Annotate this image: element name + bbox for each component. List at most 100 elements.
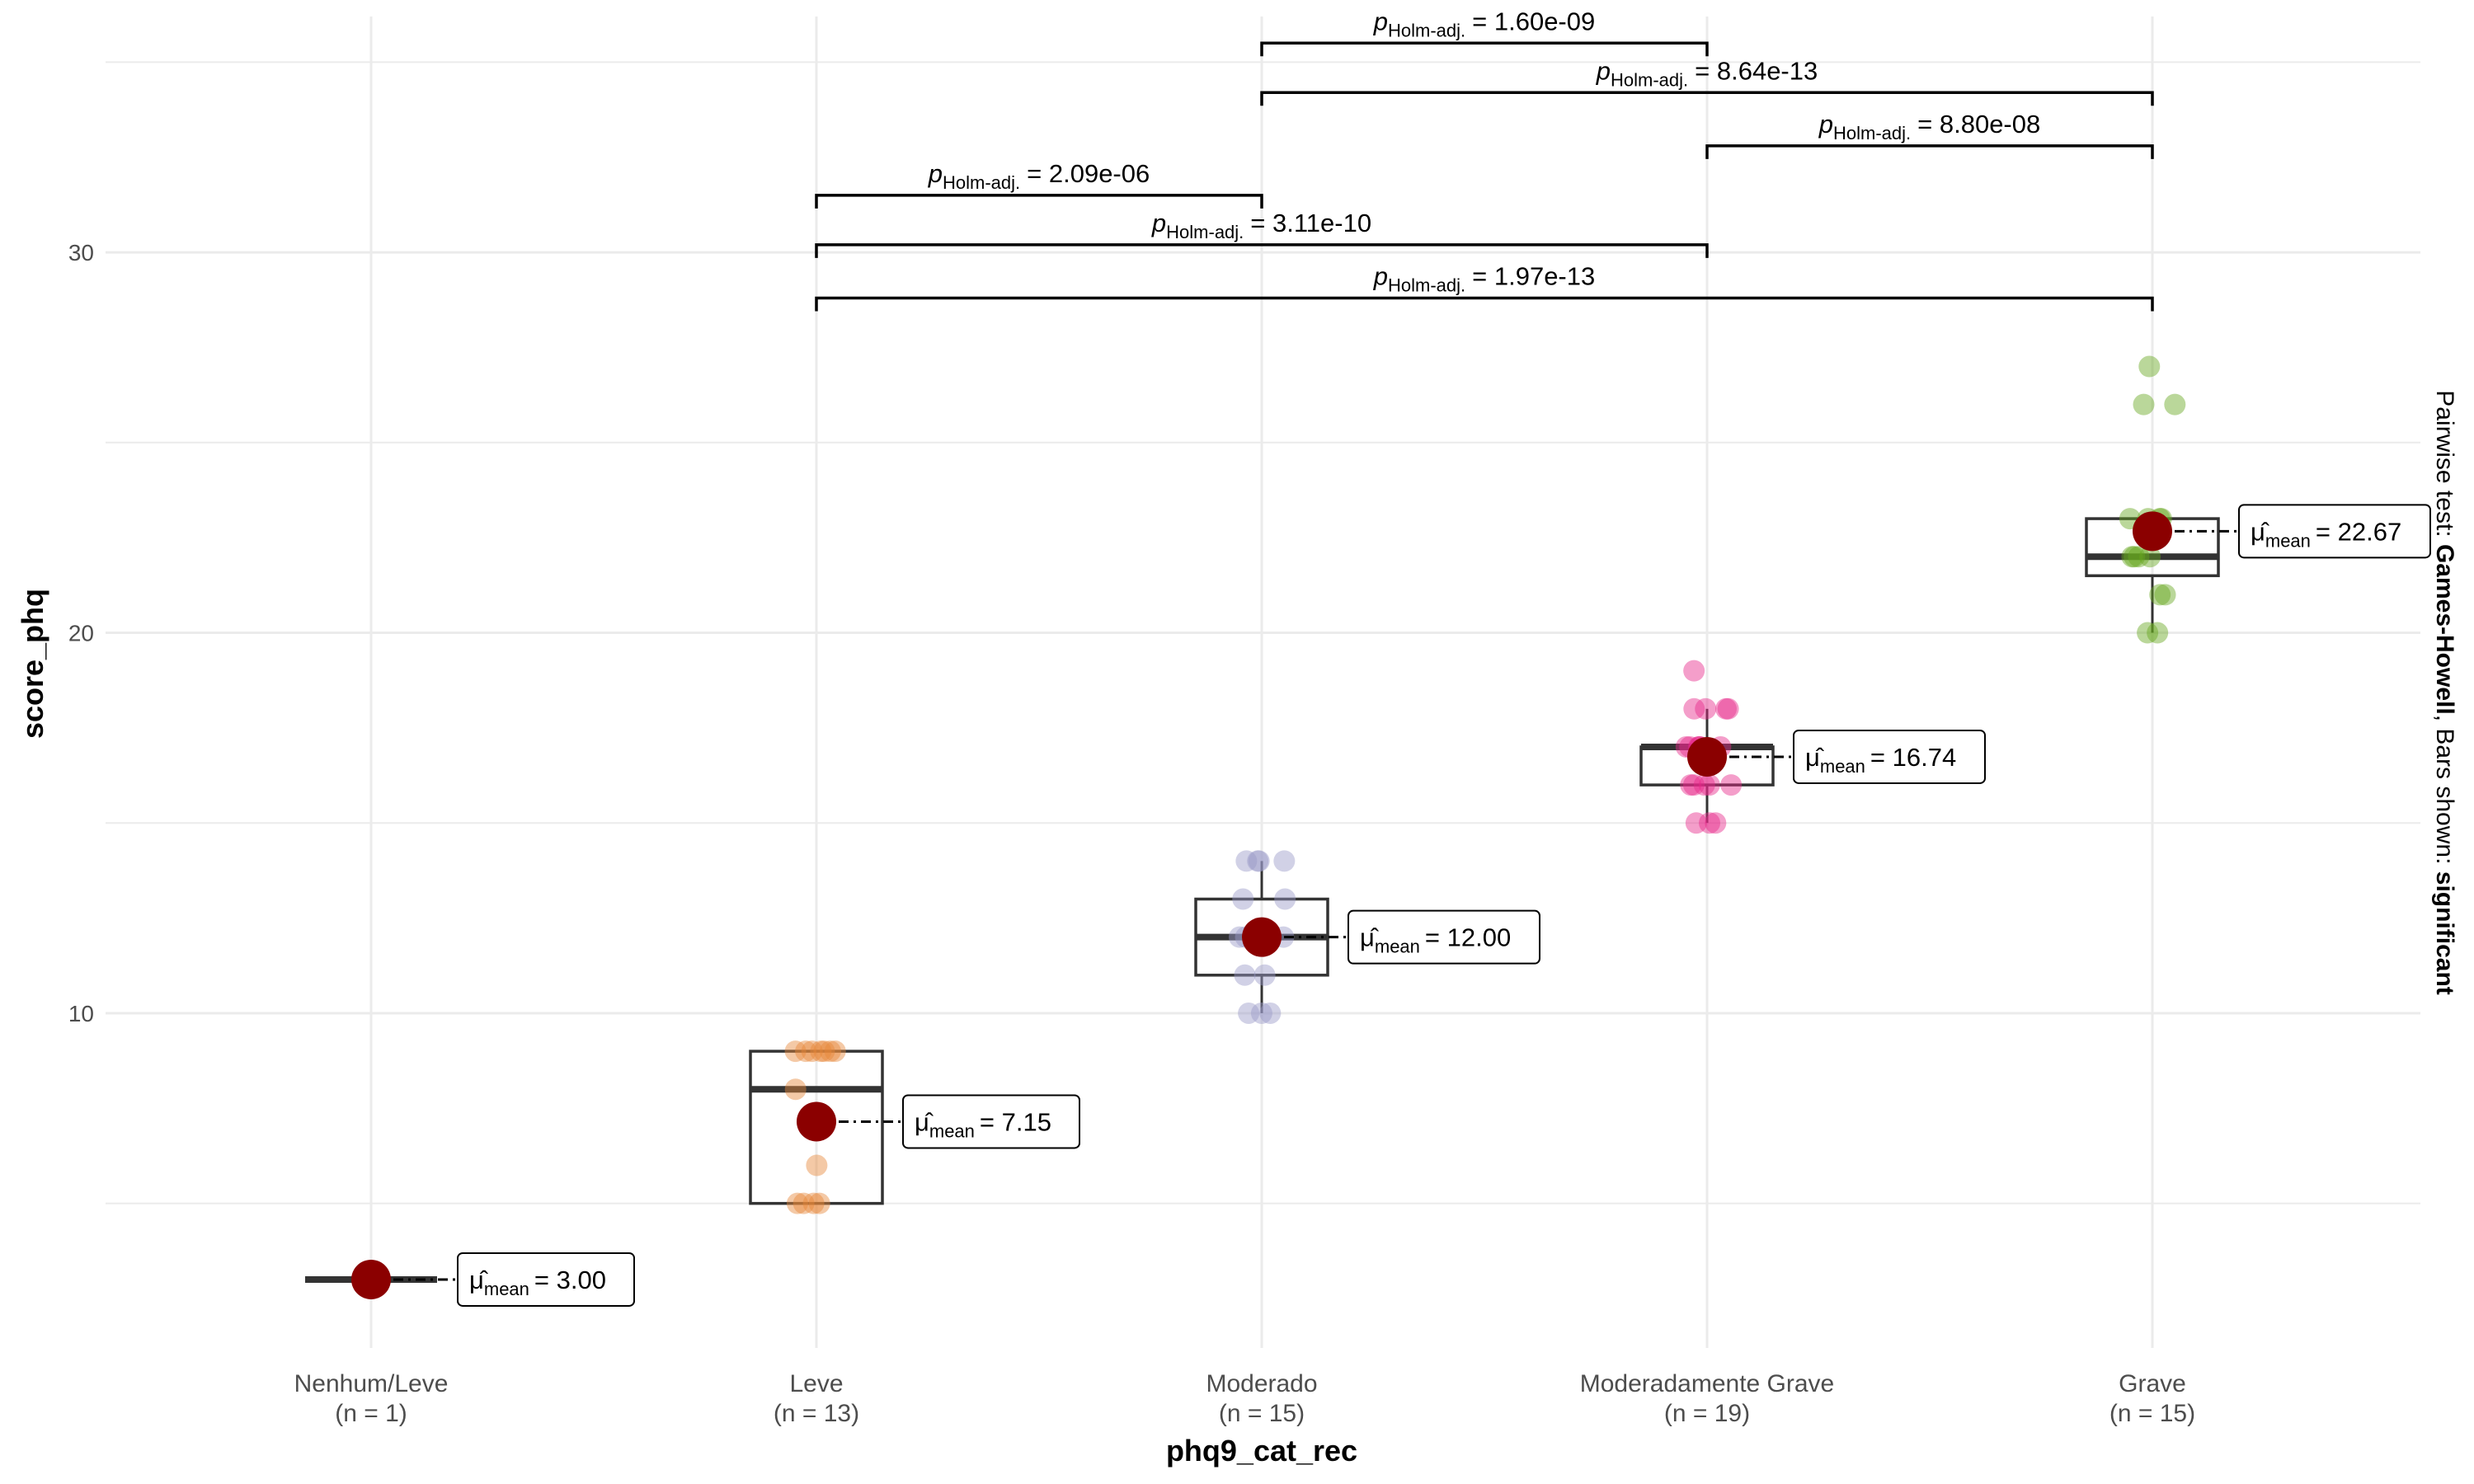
bracket-line <box>1260 91 2154 106</box>
mean-label-box <box>2238 504 2431 559</box>
mean-4: μ̂mean = 22.67 <box>2133 504 2431 559</box>
mean-label-box <box>902 1094 1080 1149</box>
data-point <box>1248 850 1270 872</box>
data-point <box>2137 622 2159 644</box>
data-point <box>1232 888 1254 910</box>
mean-value: = 7.15 <box>980 1107 1051 1136</box>
caption-middle: , Bars shown: <box>2431 715 2458 871</box>
p-value: = 8.64e-13 <box>1695 56 1818 85</box>
mean-value: = 16.74 <box>1870 743 1956 772</box>
caption: Pairwise test: Games-Howell, Bars shown:… <box>2431 390 2458 995</box>
data-point <box>2139 546 2161 568</box>
mean-markers: μ̂mean = 3.00 μ̂mean = 7.15 μ̂mean = 12.00 μ̂m… <box>351 504 2431 1307</box>
mean-label-box <box>457 1252 635 1307</box>
data-point <box>1259 1002 1282 1024</box>
x-tick-count: (n = 15) <box>1219 1400 1305 1427</box>
data-point <box>2124 546 2146 568</box>
y-tick-label: 30 <box>68 240 94 265</box>
mean-1: μ̂mean = 7.15 <box>797 1094 1080 1149</box>
comparison-bracket: pHolm-adj. = 8.64e-13 <box>1260 56 2154 106</box>
p-subscript: Holm-adj. <box>1833 123 1911 143</box>
mean-label-box <box>1348 909 1540 965</box>
data-point <box>1683 660 1705 682</box>
mean-label: μ̂mean = 7.15 <box>915 1107 1051 1141</box>
mean-subscript: mean <box>2265 530 2311 551</box>
mean-2: μ̂mean = 12.00 <box>1242 909 1540 965</box>
data-point <box>1695 697 1717 720</box>
y-tick-label: 10 <box>68 1001 94 1026</box>
data-point <box>824 1040 846 1063</box>
comparison-bracket: pHolm-adj. = 2.09e-06 <box>815 159 1263 209</box>
data-point <box>1698 774 1720 796</box>
data-point <box>1238 1002 1260 1024</box>
data-point <box>1683 697 1705 720</box>
mean-subscript: mean <box>929 1120 975 1141</box>
data-point <box>1717 697 1739 720</box>
data-point <box>1235 850 1258 872</box>
p-value-label: pHolm-adj. = 3.11e-10 <box>1151 209 1371 242</box>
p-subscript: Holm-adj. <box>1166 222 1244 242</box>
p-subscript: Holm-adj. <box>1388 20 1465 40</box>
x-tick-label: Leve <box>789 1370 843 1397</box>
caption-test: Games-Howell <box>2431 544 2458 715</box>
data-point <box>1253 964 1276 986</box>
comparison-bracket: pHolm-adj. = 3.11e-10 <box>815 209 1709 258</box>
data-point <box>819 1040 841 1063</box>
data-point <box>1247 850 1269 872</box>
y-tick-label: 20 <box>68 621 94 646</box>
data-point <box>2147 622 2169 644</box>
data-point <box>2164 393 2186 416</box>
p-symbol: p <box>1818 110 1833 139</box>
data-point <box>2138 355 2161 378</box>
data-point <box>802 1192 825 1214</box>
caption-prefix: Pairwise test: <box>2431 390 2458 544</box>
data-point <box>1273 850 1296 872</box>
comparison-bracket: pHolm-adj. = 1.97e-13 <box>815 261 2154 312</box>
mean-value: = 3.00 <box>534 1266 606 1294</box>
p-value-label: pHolm-adj. = 8.80e-08 <box>1818 110 2041 143</box>
data-point <box>786 1192 808 1214</box>
data-point <box>793 1192 815 1214</box>
p-value-label: pHolm-adj. = 1.60e-09 <box>1373 7 1596 40</box>
data-point <box>1682 774 1705 796</box>
p-symbol: p <box>928 159 943 188</box>
data-point <box>808 1192 830 1214</box>
x-tick-count: (n = 1) <box>335 1400 407 1427</box>
p-subscript: Holm-adj. <box>1611 69 1688 90</box>
data-point <box>1274 888 1296 910</box>
data-point <box>1685 812 1707 834</box>
box <box>749 1050 884 1205</box>
mean-marker <box>2133 511 2172 552</box>
p-value-label: pHolm-adj. = 2.09e-06 <box>928 159 1150 193</box>
data-point <box>1234 964 1256 986</box>
mean-value: = 12.00 <box>1425 923 1511 952</box>
caption-shown: significant <box>2431 871 2458 995</box>
mean-label: μ̂mean = 16.74 <box>1805 743 1956 777</box>
data-point <box>1705 812 1727 834</box>
data-point <box>2154 584 2176 606</box>
mean-value: = 22.67 <box>2316 517 2401 546</box>
data-point <box>1250 1002 1272 1024</box>
p-value: = 8.80e-08 <box>1917 110 2040 139</box>
data-point <box>2121 546 2143 568</box>
mean-label-box <box>1793 729 1986 784</box>
data-point <box>1699 812 1721 834</box>
p-symbol: p <box>1151 209 1166 237</box>
data-point <box>813 1040 835 1063</box>
mean-marker <box>1242 917 1282 957</box>
p-value-label: pHolm-adj. = 1.97e-13 <box>1373 261 1596 295</box>
p-symbol: p <box>1596 56 1611 85</box>
x-tick-label: Moderadamente Grave <box>1580 1370 1835 1397</box>
data-point <box>801 1040 823 1063</box>
data-point <box>795 1040 817 1063</box>
x-tick-count: (n = 13) <box>774 1400 859 1427</box>
data-point <box>1680 774 1702 796</box>
mean-marker <box>1687 736 1727 777</box>
data-point <box>2149 584 2171 606</box>
x-tick-label: Moderado <box>1206 1370 1317 1397</box>
data-point <box>1720 774 1743 796</box>
y-axis-ticks: 10 20 30 <box>68 240 94 1026</box>
data-point <box>784 1040 807 1063</box>
